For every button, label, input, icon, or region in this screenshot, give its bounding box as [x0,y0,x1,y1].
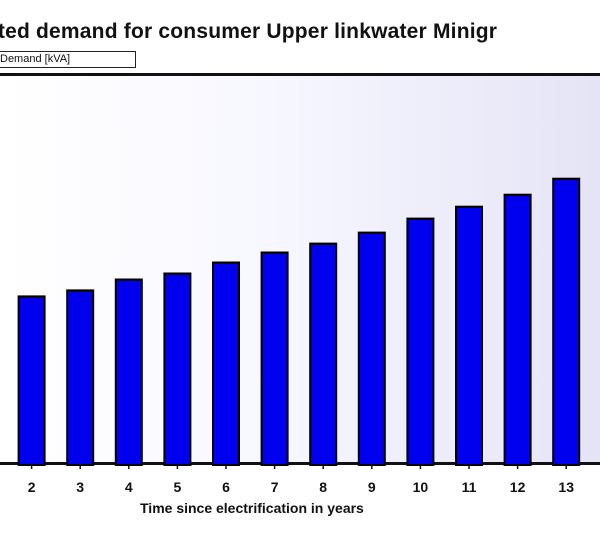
bar-6 [212,261,240,466]
x-tick-label-13: 13 [558,479,574,495]
bar-12 [503,193,532,466]
bar-11 [455,205,483,466]
chart-title: cted demand for consumer Upper linkwater… [0,20,498,43]
x-tick-label-4: 4 [125,479,133,495]
bar-9 [357,231,386,466]
x-tick-label-2: 2 [28,479,36,495]
bar-13 [552,177,581,466]
x-tick-label-11: 11 [462,479,477,495]
bar-10 [406,217,435,466]
x-tick-label-6: 6 [222,479,230,495]
bar-3 [66,289,95,466]
x-tick-label-10: 10 [413,479,429,495]
x-axis-label: Time since electrification in years [140,500,364,516]
plot-area [0,73,600,465]
bar-2 [17,295,46,466]
x-tick-label-12: 12 [510,479,526,495]
x-tick-label-5: 5 [174,479,182,495]
bar-4 [114,278,143,466]
legend: Demand [kVA] [0,51,136,68]
x-tick-label-7: 7 [271,479,279,495]
bar-5 [163,272,192,466]
bar-8 [309,242,338,466]
x-tick-label-8: 8 [319,479,327,495]
bar-7 [260,251,289,466]
x-tick-label-3: 3 [76,479,84,495]
legend-label: Demand [kVA] [0,53,71,65]
x-tick-label-9: 9 [368,479,376,495]
